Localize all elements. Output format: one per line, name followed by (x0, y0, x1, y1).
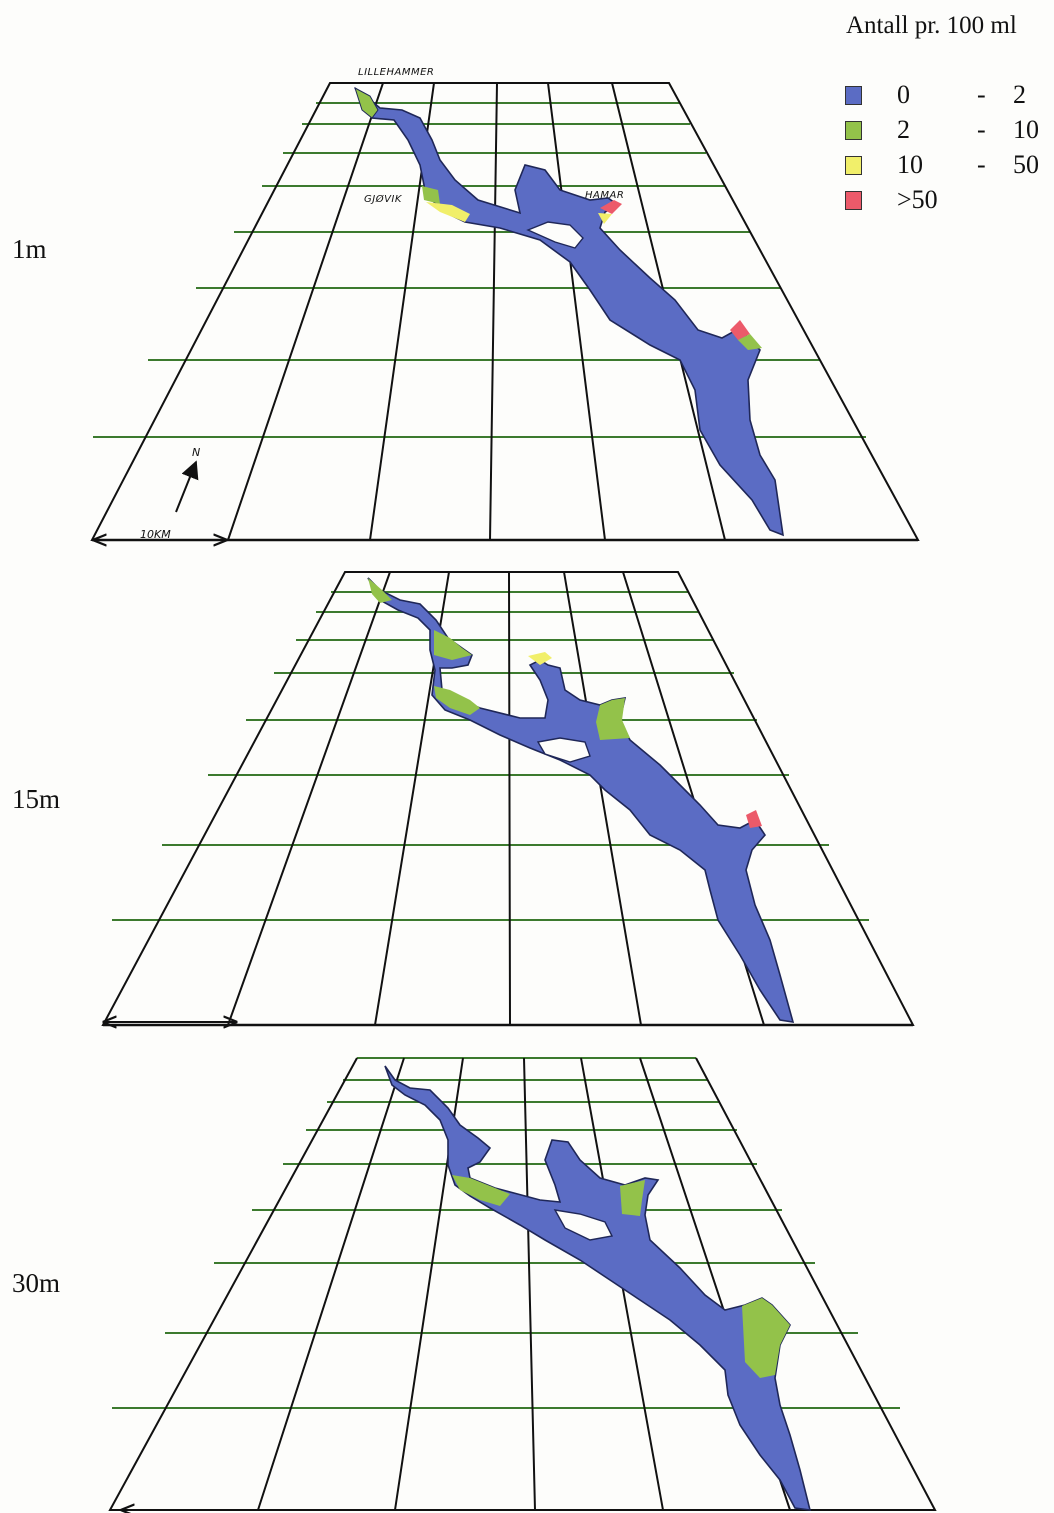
perspective-grid (101, 571, 915, 1027)
panel-30m (108, 1057, 937, 1511)
legend-range-high: 2 (1013, 80, 1026, 109)
place-label-gjovik: GJØVIK (364, 193, 403, 205)
legend-range-low: 0 (897, 80, 910, 109)
depth-label-30m: 30m (12, 1268, 61, 1298)
legend-item: 2 - 10 (845, 115, 1050, 148)
lake-mjosa (384, 1065, 812, 1511)
legend-range-high: 10 (1013, 115, 1039, 144)
scale-bar: 10KM (94, 528, 226, 541)
legend-range-low: 2 (897, 115, 910, 144)
depth-label-1m: 1m (12, 234, 47, 264)
legend-swatch (845, 191, 862, 210)
north-label: N (192, 446, 200, 459)
legend-item: >50 (845, 185, 1050, 218)
panel-15m (101, 571, 915, 1027)
legend-range-dash: - (977, 80, 986, 109)
legend-range-dash: - (977, 115, 986, 144)
perspective-grid (108, 1057, 937, 1511)
legend-swatch (845, 121, 862, 140)
legend-item: 10 - 50 (845, 150, 1050, 183)
legend-range-dash: - (977, 150, 986, 179)
lake-mjosa (354, 86, 784, 537)
place-label-hamar: HAMAR (585, 190, 624, 201)
legend-swatch (845, 86, 862, 105)
scale-label: 10KM (140, 528, 171, 541)
legend-range-low: >50 (897, 185, 938, 214)
lake-mjosa (367, 577, 795, 1023)
north-arrow: N (175, 446, 200, 513)
legend-title: Antall pr. 100 ml (846, 12, 1017, 39)
depth-label-15m: 15m (12, 784, 61, 814)
perspective-grid (90, 82, 920, 542)
legend-range-low: 10 (897, 150, 923, 179)
legend-range-high: 50 (1013, 150, 1039, 179)
legend-swatch (845, 156, 862, 175)
panel-1m: LILLEHAMMER GJØVIK HAMAR N 10KM (90, 67, 920, 542)
place-label-lillehammer: LILLEHAMMER (358, 67, 434, 78)
legend-item: 0 - 2 (845, 80, 1050, 113)
